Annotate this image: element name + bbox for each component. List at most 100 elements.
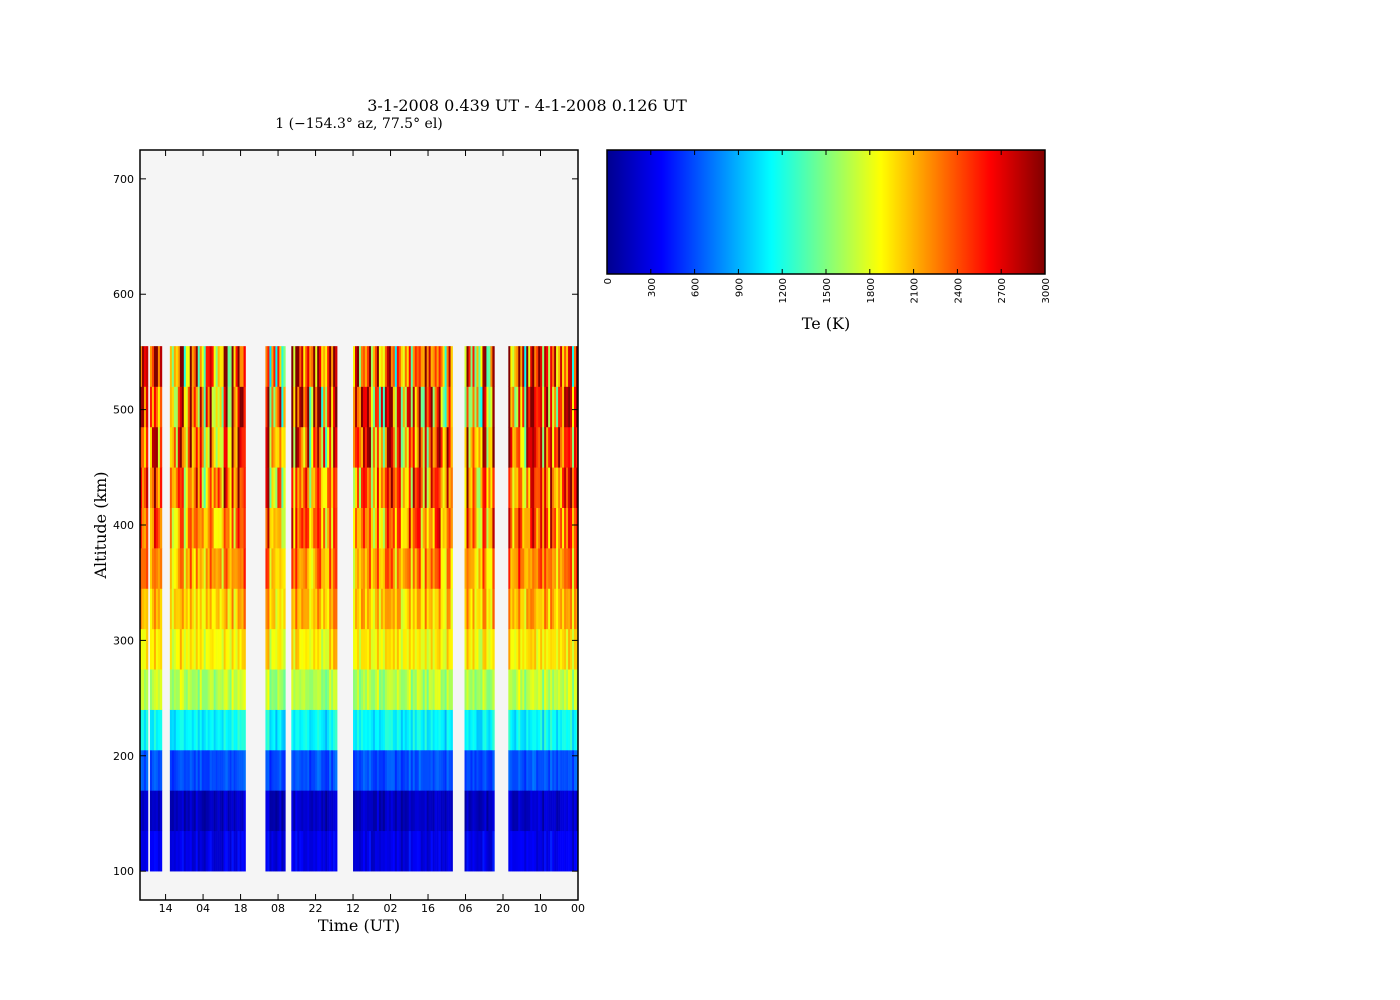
heatmap-cell: [323, 426, 326, 468]
heatmap-cell: [564, 467, 567, 508]
heatmap-cell: [436, 790, 439, 832]
heatmap-cell: [189, 709, 193, 751]
heatmap-cell: [490, 507, 493, 549]
heatmap-cell: [273, 426, 276, 468]
heatmap-cell: [179, 588, 183, 630]
heatmap-cell: [199, 628, 203, 670]
heatmap-cell: [386, 548, 390, 589]
heatmap-cell: [398, 830, 402, 872]
heatmap-cell: [265, 709, 268, 751]
heatmap-cell: [384, 669, 388, 710]
heatmap-cell: [480, 588, 483, 630]
heatmap-cell: [189, 790, 193, 832]
heatmap-cell: [508, 507, 511, 549]
heatmap-cell: [353, 588, 356, 630]
heatmap-cell: [370, 588, 374, 630]
heatmap-cell: [554, 426, 557, 468]
heatmap-cell: [526, 426, 529, 468]
heatmap-cell: [524, 588, 527, 630]
heatmap-cell: [155, 426, 159, 468]
heatmap-cell: [378, 830, 382, 872]
heatmap-cell: [181, 426, 185, 468]
heatmap-cell: [179, 709, 183, 751]
heatmap-cell: [223, 548, 226, 589]
heatmap-cell: [207, 628, 210, 670]
heatmap-cell: [229, 830, 232, 872]
heatmap-cell: [173, 467, 177, 508]
heatmap-cell: [484, 790, 487, 832]
heatmap-cell: [155, 548, 159, 589]
heatmap-cell: [524, 669, 527, 710]
heatmap-cell: [221, 588, 224, 630]
heatmap-cell: [372, 548, 376, 589]
heatmap-cell: [388, 750, 392, 791]
heatmap-cell: [378, 588, 382, 630]
heatmap-cell: [392, 669, 396, 710]
heatmap-cell: [410, 588, 414, 630]
heatmap-cell: [402, 830, 406, 872]
heatmap-cell: [183, 588, 187, 630]
heatmap-cell: [418, 669, 422, 710]
heatmap-cell: [281, 507, 284, 549]
heatmap-cell: [566, 669, 569, 710]
heatmap-cell: [237, 750, 240, 791]
heatmap-cell: [402, 628, 406, 670]
heatmap-cell: [488, 790, 491, 832]
heatmap-cell: [197, 507, 201, 549]
heatmap-cell: [414, 467, 418, 508]
heatmap-cell: [406, 628, 410, 670]
heatmap-cell: [303, 709, 306, 751]
heatmap-cell: [295, 548, 298, 589]
heatmap-cell: [476, 426, 479, 468]
heatmap-cell: [317, 709, 320, 751]
heatmap-cell: [191, 790, 195, 832]
heatmap-cell: [554, 507, 557, 549]
heatmap-cell: [476, 830, 479, 872]
heatmap-cell: [526, 790, 529, 832]
heatmap-cell: [464, 750, 467, 791]
heatmap-cell: [516, 750, 519, 791]
heatmap-cell: [392, 467, 396, 508]
heatmap-cell: [231, 790, 234, 832]
heatmap-cell: [424, 588, 427, 630]
heatmap-cell: [229, 507, 232, 549]
heatmap-cell: [384, 709, 388, 751]
heatmap-cell: [416, 588, 420, 630]
heatmap-cell: [378, 750, 382, 791]
heatmap-cell: [305, 507, 308, 549]
heatmap-cell: [279, 548, 282, 589]
heatmap-cell: [510, 426, 513, 468]
heatmap-cell: [227, 548, 230, 589]
x-axis-ticks: 14 04 18 08 22 12 02 16 06 20 10 00: [159, 150, 585, 915]
heatmap-cell: [359, 548, 362, 589]
y-tick-label: 200: [113, 750, 134, 763]
heatmap-cell: [359, 709, 362, 751]
heatmap-cell: [321, 588, 324, 630]
heatmap-cell: [193, 588, 197, 630]
heatmap-cell: [327, 386, 330, 428]
heatmap-cell: [464, 628, 467, 670]
heatmap-cell: [408, 386, 412, 428]
heatmap-cell: [362, 790, 366, 832]
heatmap-cell: [223, 790, 226, 832]
heatmap-cell: [524, 548, 527, 589]
heatmap-cell: [159, 467, 163, 508]
heatmap-cell: [450, 628, 453, 670]
heatmap-cell: [438, 669, 441, 710]
heatmap-cell: [534, 467, 537, 508]
heatmap-cell: [295, 750, 298, 791]
heatmap-cell: [235, 507, 238, 549]
heatmap-cell: [237, 588, 240, 630]
heatmap-cell: [474, 709, 477, 751]
heatmap-cell: [333, 750, 336, 791]
heatmap-cell: [177, 467, 181, 508]
heatmap-cell: [534, 507, 537, 549]
heatmap-cell: [329, 467, 332, 508]
heatmap-cell: [311, 750, 314, 791]
heatmap-cell: [325, 426, 328, 468]
heatmap-cell: [530, 830, 533, 872]
heatmap-cell: [470, 709, 473, 751]
heatmap-cell: [323, 790, 326, 832]
heatmap-cell: [430, 346, 433, 387]
